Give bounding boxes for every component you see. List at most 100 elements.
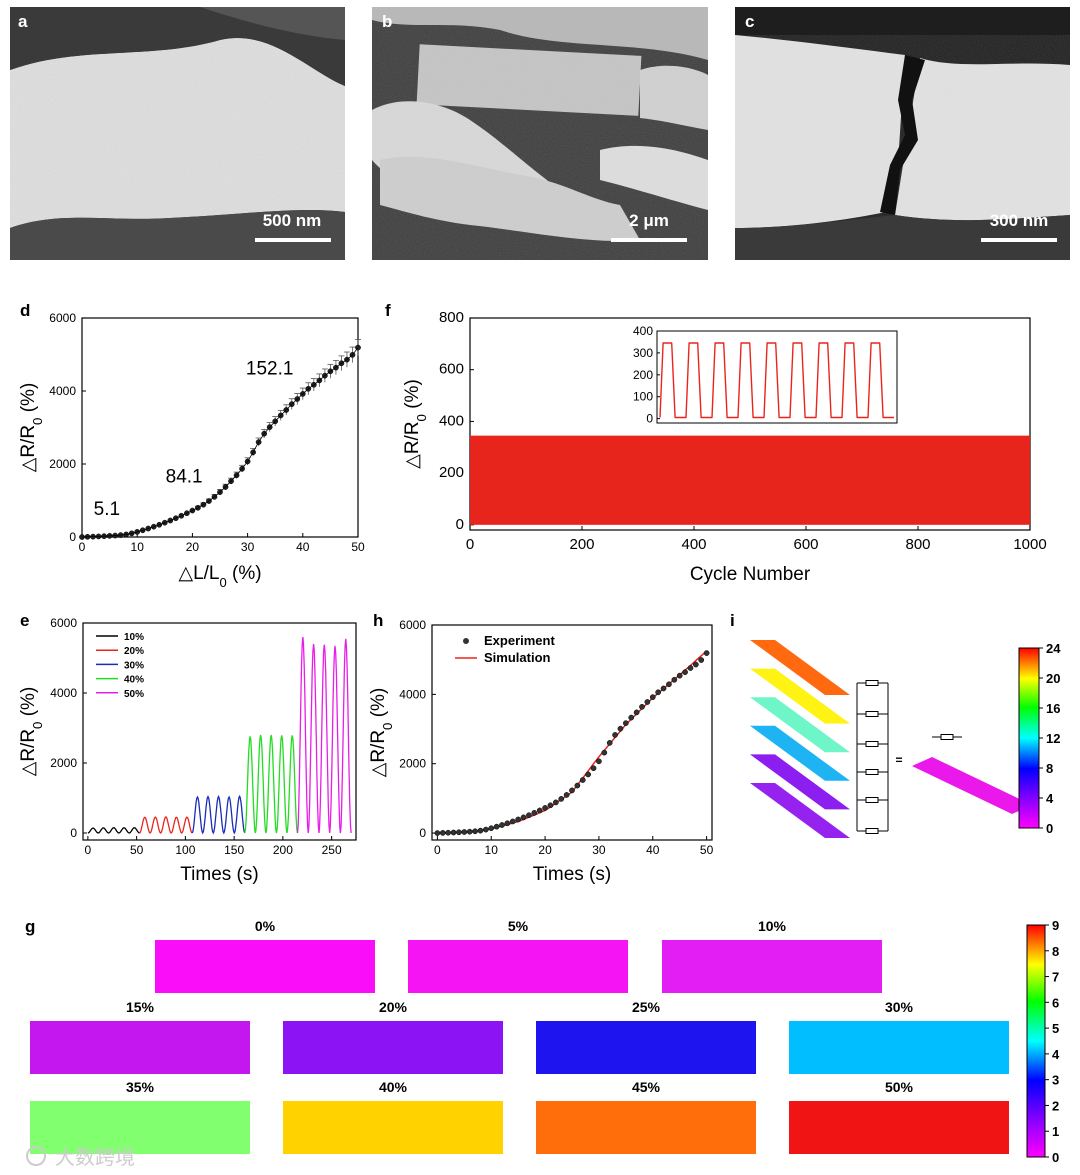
x-tick-label: 30	[592, 843, 606, 857]
strain-label: 10%	[758, 918, 787, 934]
y-axis-title: △R/R0 (%)	[18, 687, 45, 777]
strain-label: 30%	[885, 999, 914, 1015]
colorbar-tick-label: 0	[1052, 1150, 1059, 1165]
experiment-point	[515, 816, 522, 823]
strain-label: 40%	[379, 1079, 408, 1095]
colorbar-tick-label: 7	[1052, 970, 1059, 985]
strain-label: 15%	[126, 999, 155, 1015]
scale-bar-label-a: 500 nm	[263, 211, 322, 230]
strain-rect	[30, 1021, 250, 1074]
experiment-point	[456, 829, 462, 836]
colorbar-tick-label: 2	[1052, 1098, 1059, 1113]
legend-label: Experiment	[484, 633, 555, 648]
x-tick-label: 50	[700, 843, 714, 857]
experiment-point	[472, 828, 478, 835]
equivalent-strip	[912, 757, 1032, 814]
experiment-point	[676, 672, 683, 679]
experiment-point	[439, 830, 446, 836]
experiment-point	[499, 822, 505, 828]
x-axis-title: Times (s)	[533, 864, 611, 885]
x-tick-label: 250	[322, 843, 342, 857]
plot-frame	[431, 624, 713, 841]
layer-strip	[750, 697, 850, 753]
simulation-line	[437, 650, 708, 834]
experiment-point	[612, 732, 618, 738]
equals-sign: =	[895, 753, 902, 767]
y-tick-label: 800	[439, 309, 464, 326]
layer-strip	[750, 783, 850, 838]
resistor-icon	[865, 680, 879, 686]
panel-label-d: d	[20, 301, 30, 320]
series-line	[244, 734, 299, 834]
cycling-band	[470, 435, 1030, 525]
strain-label: 0%	[255, 918, 276, 934]
colorbar-tick-label: 16	[1046, 701, 1060, 716]
inset-y-tick-label: 200	[633, 368, 653, 382]
experiment-point	[639, 703, 645, 710]
strain-rect	[789, 1101, 1009, 1154]
y-tick-label: 4000	[50, 686, 77, 700]
experiment-point	[622, 720, 629, 726]
panel-label-c: c	[745, 12, 754, 31]
series-line	[139, 816, 193, 834]
experiment-point	[504, 820, 511, 827]
experiment-point	[655, 689, 662, 696]
chart-i: = 0 4 8 12 16 20 24	[750, 640, 1061, 838]
data-line	[81, 347, 359, 538]
experiment-point	[461, 829, 468, 835]
inset-y-tick-label: 300	[633, 346, 653, 360]
colorbar-tick-label: 1	[1052, 1124, 1059, 1139]
series-line	[87, 827, 140, 834]
strain-rect	[408, 940, 628, 993]
y-tick-label: 2000	[50, 756, 77, 770]
y-axis-title: △R/R0 (%)	[18, 383, 45, 473]
colorbar-tick-label: 8	[1046, 761, 1053, 776]
experiment-point	[617, 725, 624, 732]
x-axis-title: △L/L0 (%)	[178, 563, 261, 590]
experiment-point	[493, 823, 500, 830]
experiment-point	[509, 818, 516, 825]
strain-label: 5%	[508, 918, 529, 934]
equivalent-resistor-icon	[940, 734, 954, 740]
x-tick-label: 50	[130, 843, 144, 857]
experiment-point	[547, 802, 554, 809]
x-tick-label: 10	[485, 843, 499, 857]
experiment-point	[569, 787, 575, 794]
x-tick-label: 600	[793, 536, 818, 553]
x-axis-title: Times (s)	[180, 864, 258, 885]
strain-rect	[536, 1101, 756, 1154]
experiment-point	[520, 814, 527, 821]
strain-rect	[155, 940, 375, 993]
experiment-point	[590, 765, 597, 772]
y-tick-label: 0	[69, 530, 76, 544]
experiment-point	[450, 829, 457, 836]
panel-label-b: b	[382, 12, 392, 31]
strain-label: 35%	[126, 1079, 155, 1095]
layer-strip	[750, 640, 850, 695]
x-tick-label: 400	[681, 536, 706, 553]
colorbar	[1018, 647, 1040, 829]
experiment-point	[692, 661, 699, 668]
experiment-point	[531, 810, 538, 816]
legend-label: 20%	[124, 646, 144, 657]
sem-panel-b	[372, 7, 708, 260]
x-tick-label: 100	[175, 843, 195, 857]
colorbar-tick-label: 8	[1052, 944, 1059, 959]
y-axis-title: △R/R0 (%)	[402, 379, 429, 469]
experiment-point	[434, 830, 441, 836]
watermark: 大数跨境	[55, 1145, 135, 1169]
panel-label-h: h	[373, 611, 383, 630]
experiment-point	[644, 699, 651, 705]
scale-bar-label-b: 2 μm	[629, 211, 669, 230]
x-tick-label: 10	[131, 540, 145, 554]
x-tick-label: 0	[434, 843, 441, 857]
plot-frame	[469, 317, 1031, 531]
annotation: 5.1	[94, 499, 120, 520]
x-axis-title: Cycle Number	[690, 564, 811, 585]
experiment-point	[682, 669, 688, 676]
panel-label-g: g	[25, 917, 35, 936]
colorbar-tick-label: 5	[1052, 1021, 1059, 1036]
y-tick-label: 400	[439, 412, 464, 429]
experiment-point	[536, 807, 543, 814]
panel-label-a: a	[18, 12, 28, 31]
